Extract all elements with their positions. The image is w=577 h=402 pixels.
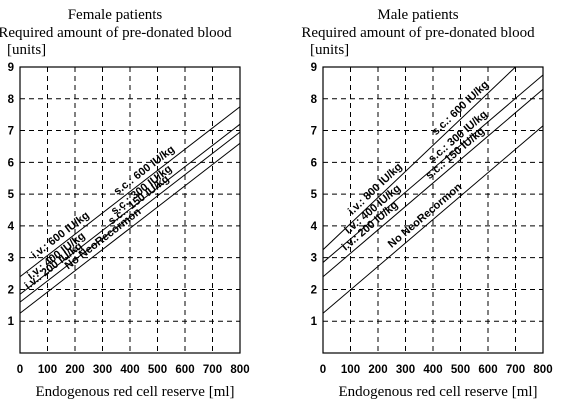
y-axis-label: [units] xyxy=(7,42,46,58)
female-panel: Female patients Required amount of pre-do… xyxy=(0,7,250,400)
series-line xyxy=(323,88,543,278)
y-tick-label: 5 xyxy=(311,189,318,201)
x-tick-label: 700 xyxy=(506,364,525,376)
series-line xyxy=(323,67,516,251)
x-tick-label: 300 xyxy=(396,364,415,376)
x-tick-label: 100 xyxy=(341,364,360,376)
y-tick-label: 6 xyxy=(8,157,14,169)
y-tick-label: 8 xyxy=(8,94,15,106)
x-tick-label: 400 xyxy=(423,364,442,376)
x-tick-label: 800 xyxy=(230,364,249,376)
x-tick-label: 700 xyxy=(203,364,222,376)
chart-subtitle: Required amount of pre-donated blood xyxy=(0,25,232,41)
x-tick-label: 600 xyxy=(478,364,497,376)
x-tick-label: 400 xyxy=(120,364,139,376)
series-line xyxy=(323,74,543,263)
y-tick-label: 4 xyxy=(311,221,318,233)
y-axis-label: [units] xyxy=(310,42,349,58)
series-line xyxy=(323,125,543,314)
y-tick-label: 9 xyxy=(8,62,14,74)
x-tick-label: 0 xyxy=(320,364,326,376)
y-tick-label: 3 xyxy=(311,253,317,265)
x-tick-label: 200 xyxy=(65,364,84,376)
x-tick-label: 500 xyxy=(148,364,167,376)
plot-frame xyxy=(19,66,241,354)
x-tick-label: 300 xyxy=(93,364,112,376)
y-tick-label: 1 xyxy=(311,316,318,328)
y-tick-label: 2 xyxy=(8,284,14,296)
y-tick-label: 5 xyxy=(8,189,15,201)
series-line xyxy=(20,142,240,314)
y-tick-label: 3 xyxy=(8,253,14,265)
y-tick-label: 7 xyxy=(311,126,317,138)
chart-title: Male patients xyxy=(377,7,458,23)
series-line xyxy=(20,123,240,295)
x-tick-label: 500 xyxy=(451,364,470,376)
chart-title: Female patients xyxy=(68,7,163,23)
male-panel: Male patients Required amount of pre-dona… xyxy=(301,7,552,400)
x-tick-label: 0 xyxy=(17,364,23,376)
x-axis-label: Endogenous red cell reserve [ml] xyxy=(338,384,537,400)
x-tick-label: 200 xyxy=(368,364,387,376)
y-tick-label: 1 xyxy=(8,316,15,328)
y-tick-label: 4 xyxy=(8,221,15,233)
x-axis-label: Endogenous red cell reserve [ml] xyxy=(35,384,234,400)
y-tick-label: 6 xyxy=(311,157,317,169)
x-tick-label: 800 xyxy=(533,364,552,376)
y-tick-label: 2 xyxy=(311,284,317,296)
series-line xyxy=(20,106,240,278)
x-tick-label: 100 xyxy=(38,364,57,376)
y-tick-label: 7 xyxy=(8,126,14,138)
y-tick-label: 8 xyxy=(311,94,318,106)
plot-frame xyxy=(322,66,544,354)
y-tick-label: 9 xyxy=(311,62,317,74)
series-line xyxy=(20,131,240,303)
x-tick-label: 600 xyxy=(175,364,194,376)
chart-subtitle: Required amount of pre-donated blood xyxy=(301,25,535,41)
